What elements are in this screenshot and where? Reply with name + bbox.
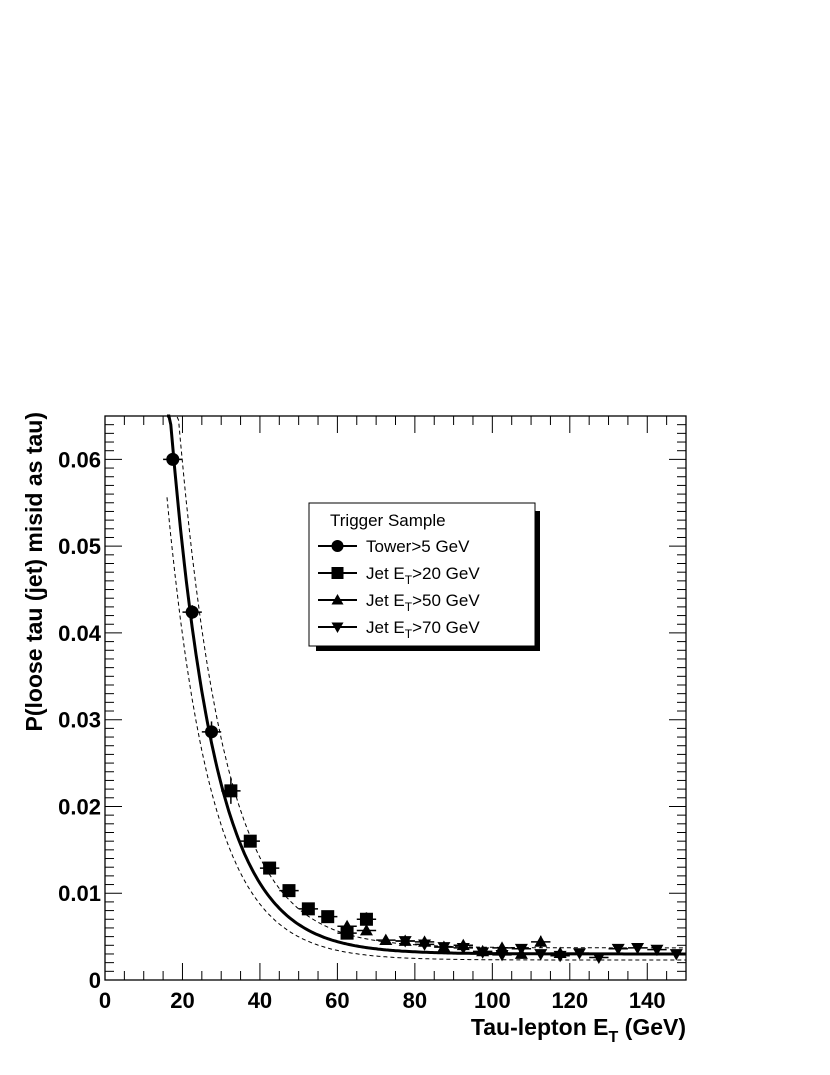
legend-label: Jet ET>70 GeV bbox=[366, 618, 480, 641]
data-point-square bbox=[224, 784, 238, 798]
y-tick-label: 0 bbox=[89, 968, 101, 993]
data-point-triangle-down bbox=[514, 943, 528, 956]
y-axis-ticks: 0 0.01 0.02 0.03 0.04 0.05 0.06 bbox=[58, 415, 686, 993]
data-point-triangle-down bbox=[631, 943, 645, 955]
legend-label: Tower>5 GeV bbox=[366, 537, 470, 556]
x-tick-label: 120 bbox=[551, 988, 588, 1013]
data-point-triangle-up bbox=[379, 933, 393, 945]
y-tick-label: 0.06 bbox=[58, 447, 101, 472]
x-tick-label: 100 bbox=[474, 988, 511, 1013]
data-point-circle bbox=[205, 725, 219, 739]
data-points bbox=[163, 452, 686, 964]
fit-upper-band bbox=[170, 415, 686, 949]
data-point-triangle-down bbox=[611, 943, 625, 956]
data-point-square bbox=[331, 567, 344, 579]
data-point-square bbox=[301, 902, 315, 916]
data-point-triangle-down bbox=[572, 948, 586, 960]
data-point-triangle-up bbox=[534, 935, 548, 947]
data-point-square bbox=[263, 861, 277, 875]
data-point-triangle-down bbox=[553, 950, 567, 963]
y-tick-label: 0.01 bbox=[58, 881, 101, 906]
x-tick-label: 20 bbox=[170, 988, 194, 1013]
x-tick-label: 140 bbox=[629, 988, 666, 1013]
y-tick-label: 0.02 bbox=[58, 794, 101, 819]
data-point-triangle-down bbox=[534, 949, 548, 961]
data-point-triangle-up bbox=[331, 594, 344, 605]
data-point-triangle-down bbox=[456, 943, 470, 955]
x-tick-label: 80 bbox=[403, 988, 427, 1013]
x-tick-label: 0 bbox=[99, 988, 111, 1013]
data-point-square bbox=[282, 884, 296, 898]
data-point-circle bbox=[185, 605, 199, 619]
data-point-triangle-down bbox=[669, 949, 683, 961]
fit-central-curve bbox=[167, 414, 686, 956]
data-point-square bbox=[243, 834, 257, 848]
x-axis-ticks: 0 20 40 60 80 100 120 140 bbox=[99, 416, 687, 1013]
fit-lower-band bbox=[166, 497, 686, 961]
data-point-triangle-down bbox=[398, 936, 412, 948]
x-tick-label: 40 bbox=[248, 988, 272, 1013]
data-point-square bbox=[359, 912, 373, 926]
fit-curves bbox=[166, 414, 686, 961]
legend-entries: Tower>5 GeV Jet ET>20 GeV Jet ET>50 GeV Jet… bbox=[318, 537, 480, 641]
data-point-triangle-down bbox=[495, 949, 509, 962]
data-point-circle bbox=[166, 452, 180, 466]
data-point-circle bbox=[331, 540, 344, 552]
legend-label: Jet ET>20 GeV bbox=[366, 564, 480, 587]
x-tick-label: 60 bbox=[325, 988, 349, 1013]
data-point-triangle-down bbox=[476, 947, 490, 959]
y-axis-title: P(loose tau (jet) misid as tau) bbox=[21, 412, 47, 732]
legend-box bbox=[308, 502, 536, 647]
y-tick-label: 0.04 bbox=[58, 621, 102, 646]
legend-label: Jet ET>50 GeV bbox=[366, 591, 480, 614]
data-point-triangle-down bbox=[418, 939, 432, 951]
y-tick-label: 0.05 bbox=[58, 534, 101, 559]
legend-title: Trigger Sample bbox=[330, 511, 446, 530]
y-tick-label: 0.03 bbox=[58, 708, 101, 733]
data-point-triangle-down bbox=[331, 622, 344, 633]
data-point-triangle-up bbox=[359, 924, 373, 936]
plot-frame bbox=[104, 415, 687, 981]
legend: Trigger Sample Tower>5 GeV Jet ET>20 GeV J… bbox=[308, 502, 540, 651]
data-point-square bbox=[321, 910, 335, 924]
data-point-triangle-up bbox=[340, 919, 354, 932]
data-point-triangle-down bbox=[650, 944, 664, 957]
data-point-triangle-down bbox=[437, 942, 451, 954]
x-axis-title: Tau-lepton ET (GeV) bbox=[471, 1014, 686, 1046]
data-point-triangle-down bbox=[592, 952, 606, 964]
data-point-triangle-up bbox=[495, 941, 509, 953]
